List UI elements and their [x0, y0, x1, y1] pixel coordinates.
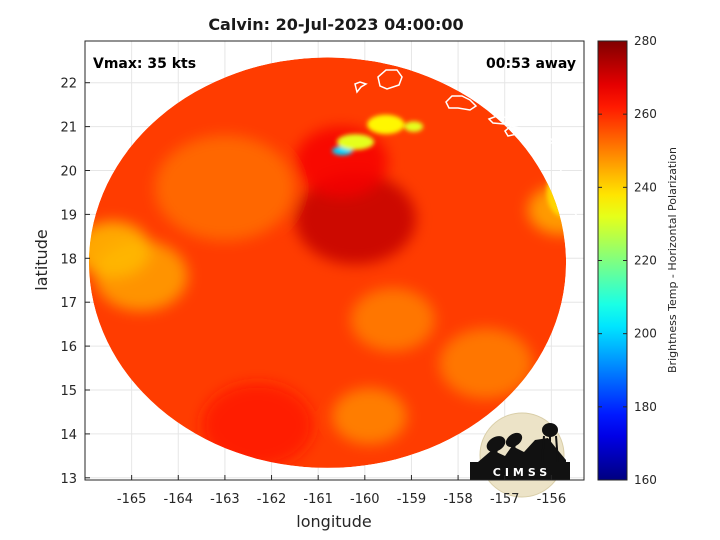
- colorbar-label: Brightness Temp - Horizontal Polarizatio…: [666, 147, 679, 373]
- land-warm-spot: [336, 134, 375, 150]
- x-axis-ticks: -165 -164 -163 -162 -161 -160 -159 -158 -157 -156: [117, 475, 566, 507]
- y-tick-label: 15: [60, 384, 77, 399]
- y-tick-label: 21: [60, 121, 77, 136]
- x-tick-label: -158: [443, 492, 473, 507]
- land-warm-spot: [367, 114, 405, 135]
- y-axis-ticks: 13 14 15 16 17 18 19 20 21 22: [60, 77, 90, 487]
- y-tick-label: 18: [60, 252, 77, 267]
- x-tick-label: -164: [164, 492, 194, 507]
- temperature-feature: [332, 388, 407, 445]
- x-tick-label: -159: [397, 492, 427, 507]
- y-tick-label: 17: [60, 296, 77, 311]
- colorbar-tick-label: 180: [634, 400, 657, 414]
- swath-field: [88, 57, 567, 468]
- y-tick-label: 22: [60, 77, 77, 92]
- x-tick-label: -156: [537, 492, 567, 507]
- colorbar-tick-label: 240: [634, 180, 657, 194]
- colorbar-tick-label: 220: [634, 254, 657, 268]
- x-tick-label: -160: [350, 492, 380, 507]
- colorbar-tick-label: 280: [634, 34, 657, 48]
- vmax-annotation: Vmax: 35 kts: [93, 56, 196, 72]
- x-tick-label: -163: [210, 492, 240, 507]
- cimss-logo: CIMSS: [470, 412, 570, 498]
- coastlines: [354, 69, 584, 217]
- colorbar-tick-label: 260: [634, 107, 657, 121]
- x-axis-label: longitude: [296, 512, 371, 531]
- plot-frame: [84, 40, 585, 481]
- colorbar: [597, 40, 628, 481]
- y-tick-label: 19: [60, 208, 77, 223]
- x-tick-label: -161: [303, 492, 333, 507]
- temperature-feature: [439, 328, 533, 399]
- y-tick-label: 20: [60, 165, 77, 180]
- chart-title: Calvin: 20-Jul-2023 04:00:00: [208, 15, 463, 34]
- temperature-feature: [201, 382, 314, 468]
- y-tick-label: 13: [60, 472, 77, 487]
- x-tick-label: -157: [490, 492, 520, 507]
- y-tick-label: 16: [60, 340, 77, 355]
- x-tick-label: -162: [257, 492, 287, 507]
- temperature-feature: [294, 173, 417, 265]
- land-warm-spot: [404, 121, 424, 132]
- colorbar-tick-label: 160: [634, 473, 657, 487]
- x-tick-label: -165: [117, 492, 147, 507]
- colorbar-ticks: 160 180 200 220 240 260 280: [598, 34, 657, 487]
- temperature-feature: [154, 135, 295, 241]
- temperature-feature: [88, 221, 151, 278]
- temperature-feature: [350, 288, 435, 352]
- y-axis-label: latitude: [32, 229, 51, 290]
- colorbar-tick-label: 200: [634, 327, 657, 341]
- brightness-temperature-swath: [88, 57, 567, 468]
- time-away-annotation: 00:53 away: [486, 56, 576, 72]
- logo-text: CIMSS: [493, 466, 551, 479]
- y-tick-label: 14: [60, 428, 77, 443]
